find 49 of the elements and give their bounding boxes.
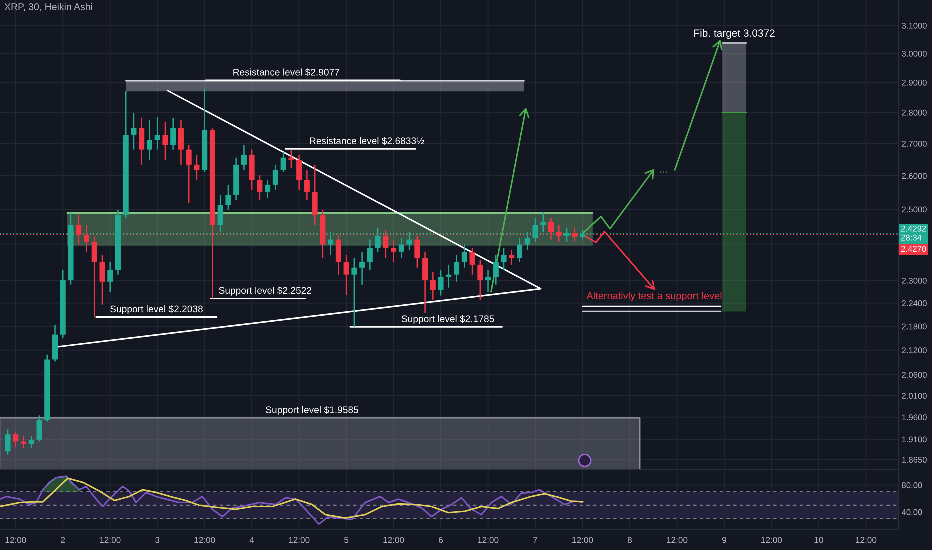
series-label: Alternativly test a support level	[586, 292, 722, 302]
y-tick-label: 2.7000	[902, 141, 927, 147]
annotation: Support level $2.1785	[402, 315, 494, 324]
y-tick-label: 1.8650	[902, 457, 927, 463]
x-tick-label: 12:00	[6, 537, 26, 544]
y-tick-label: 2.0100	[902, 393, 927, 400]
series-label: Fib. target 3.0372	[694, 29, 775, 40]
y-tick-label: 2.5000	[902, 206, 927, 213]
x-tick-label: 12:00	[289, 537, 310, 544]
x-tick-label: 4	[250, 537, 254, 544]
x-tick-label: 12:00	[667, 537, 688, 544]
x-tick-label: 7	[534, 537, 538, 544]
x-tick-label: 12:00	[194, 537, 216, 544]
y-tick-label: 2.9000	[902, 80, 927, 86]
y-tick-label: 3.1000	[902, 22, 927, 29]
y-tick-label: 1.9600	[902, 414, 927, 421]
x-tick-label: 12:00	[478, 537, 499, 544]
y-tick-label: 1.9100	[902, 436, 927, 443]
y-tick-label: 2.0600	[902, 372, 927, 378]
y-tick-label: 2.1200	[902, 348, 927, 354]
annotation: Support level $1.9585	[266, 406, 358, 416]
ref-line-label: 2.4270	[902, 246, 926, 252]
y-tick-label: 2.1800	[902, 324, 927, 330]
series-label: ...	[660, 172, 668, 173]
y-tick-label: 80.00	[902, 482, 922, 488]
annotation: Support level $2.2038	[110, 305, 203, 314]
y-tick-label: 2.6000	[902, 173, 927, 180]
x-tick-label: 12:00	[572, 537, 594, 544]
x-tick-label: 10	[814, 537, 824, 544]
x-tick-label: 9	[722, 537, 726, 544]
ref-line-label: 2.4292 28:34	[902, 226, 926, 241]
chart-title: XRP, 30, Heikin Ashi	[4, 3, 92, 12]
y-tick-label: 2.2400	[902, 300, 927, 306]
x-tick-label: 3	[156, 537, 160, 544]
x-tick-label: 8	[628, 537, 632, 544]
x-tick-label: 12:00	[100, 537, 121, 544]
x-tick-label: 12:00	[856, 537, 877, 544]
x-tick-label: 12:00	[384, 537, 404, 544]
y-tick-label: 3.0000	[902, 50, 927, 57]
y-tick-label: 2.8000	[902, 110, 927, 116]
y-tick-label: 40.00	[902, 509, 922, 516]
y-tick-label: 2.3000	[902, 278, 927, 284]
x-tick-label: 12:00	[762, 537, 782, 544]
x-tick-label: 2	[61, 537, 66, 544]
x-tick-label: 6	[439, 537, 444, 544]
x-tick-label: 5	[344, 537, 349, 544]
annotation: Support level $2.2522	[219, 286, 312, 296]
annotation: Resistance level $2.6833½	[310, 137, 424, 145]
annotation: Resistance level $2.9077	[234, 68, 340, 76]
